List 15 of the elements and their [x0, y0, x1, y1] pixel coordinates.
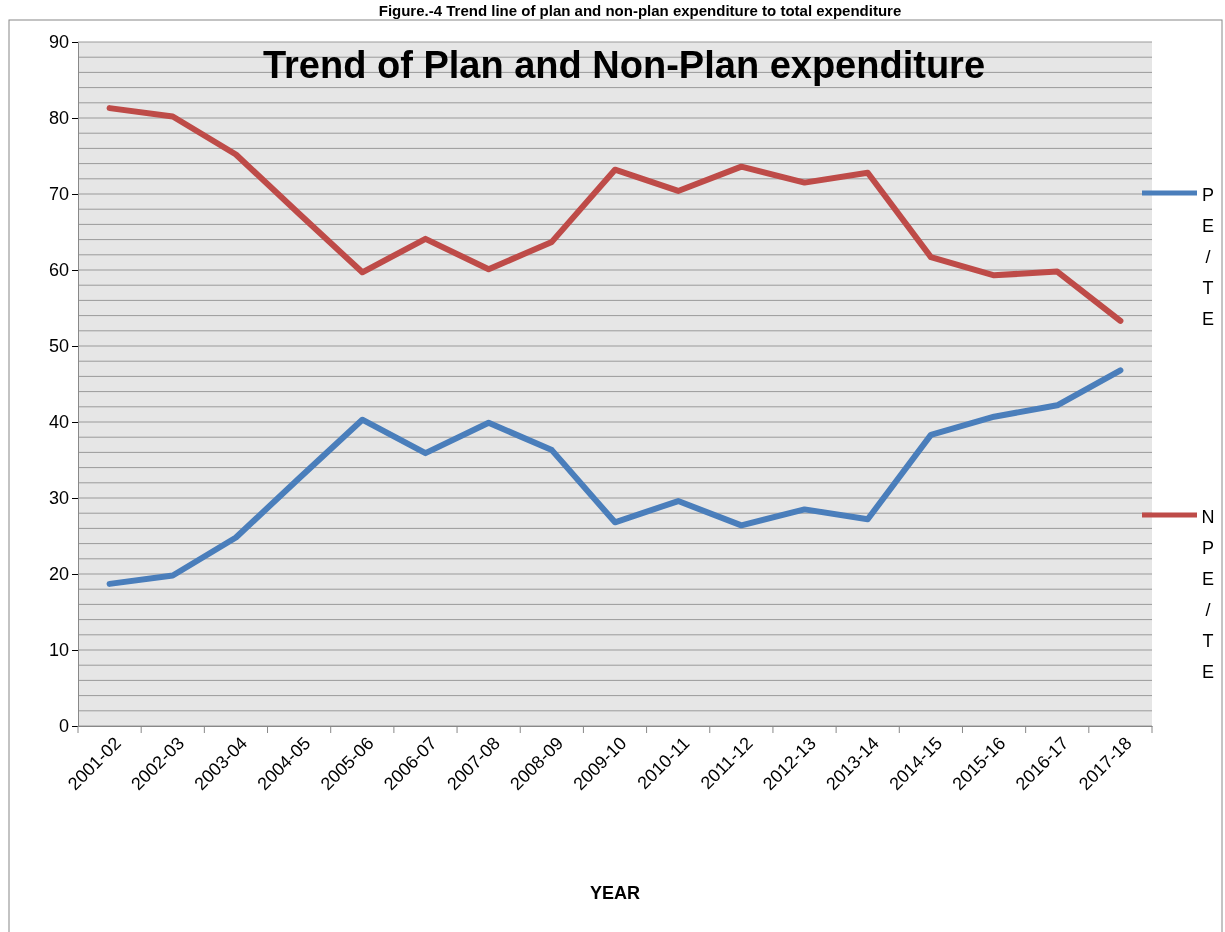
chart-title: Figure.-4 Trend line of plan and non-plan expenditure to total expenditure [378, 2, 902, 19]
x-axis-title: YEAR [589, 883, 641, 903]
y-tick-label: 0 [58, 716, 69, 737]
y-tick-label: 80 [48, 108, 69, 129]
y-tick-label: 50 [48, 336, 69, 357]
y-tick-label: 90 [48, 32, 69, 53]
legend-label: PE/TE [1201, 185, 1215, 329]
y-tick-label: 20 [48, 564, 69, 585]
chart-subtitle: Trend of Plan and Non-Plan expenditure [262, 44, 986, 86]
y-tick-label: 40 [48, 412, 69, 433]
legend-label: NPE/TE [1201, 507, 1215, 682]
y-tick-label: 70 [48, 184, 69, 205]
y-tick-label: 30 [48, 488, 69, 509]
y-tick-label: 10 [48, 640, 69, 661]
y-tick-label: 60 [48, 260, 69, 281]
